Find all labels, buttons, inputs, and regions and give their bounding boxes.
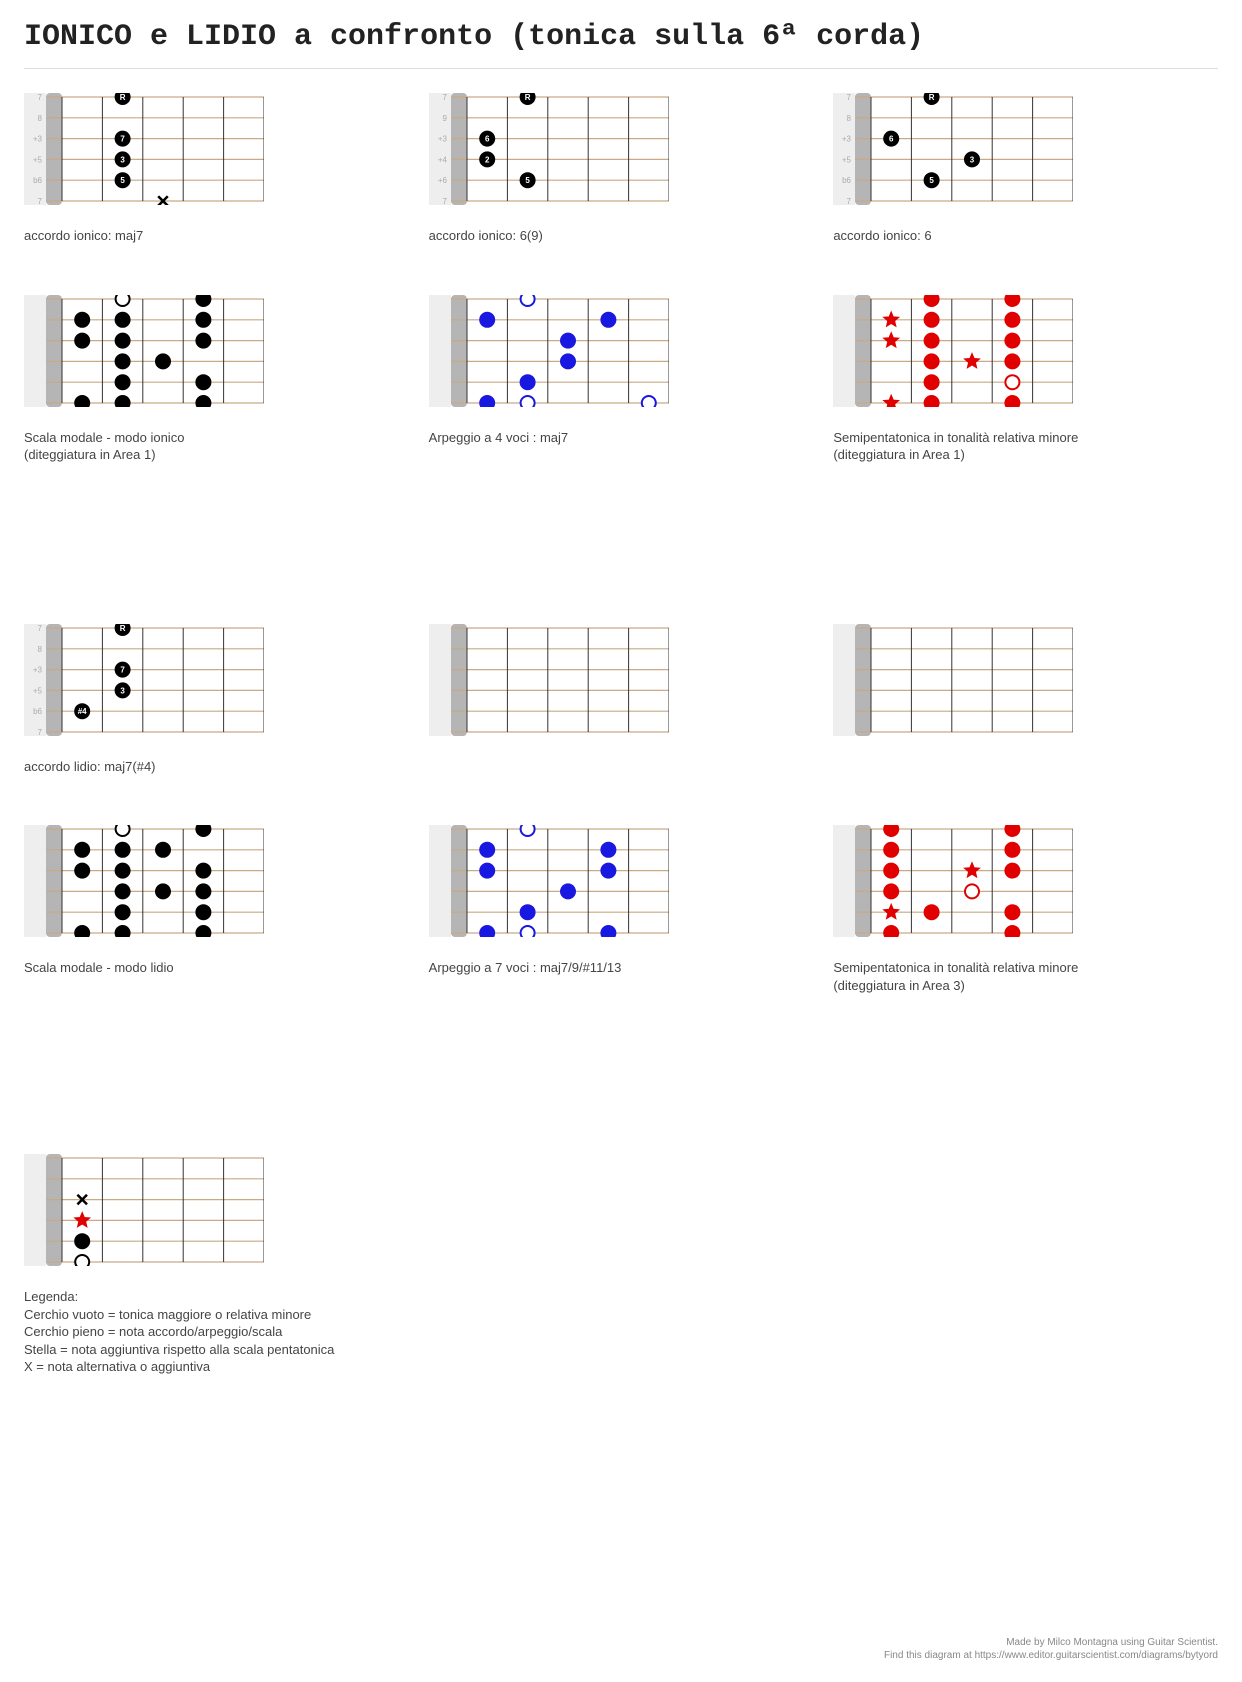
svg-text:+4: +4 [438, 155, 448, 164]
diagram-caption: accordo lidio: maj7(#4) [24, 758, 409, 776]
section-spacer [24, 1044, 1218, 1104]
svg-text:5: 5 [525, 176, 530, 185]
svg-text:+5: +5 [842, 155, 852, 164]
fretboard-d9 [833, 624, 1073, 736]
diagram-cell: Scala modale - modo lidio [24, 825, 409, 994]
fretboard-d7: 7 8 +3 +5 b6 7 R 7 3 #4 [24, 624, 264, 736]
svg-text:#4: #4 [78, 707, 87, 716]
svg-text:b6: b6 [842, 176, 851, 185]
svg-text:R: R [524, 93, 530, 102]
fretboard-d3: 7 8 +3 +5 b6 7 R 6 3 5 [833, 93, 1073, 205]
svg-text:R: R [120, 93, 126, 102]
diagram-cell: Scala modale - modo ionico (diteggiatura… [24, 295, 409, 464]
fretboard-d11 [429, 825, 669, 937]
svg-text:+3: +3 [33, 135, 43, 144]
svg-text:7: 7 [38, 728, 43, 736]
svg-text:+3: +3 [33, 665, 43, 674]
diagram-caption: Legenda: Cerchio vuoto = tonica maggiore… [24, 1288, 409, 1376]
diagram-cell: Semipentatonica in tonalità relativa min… [833, 295, 1218, 464]
diagram-caption: Scala modale - modo lidio [24, 959, 409, 977]
svg-text:5: 5 [120, 176, 125, 185]
diagram-cell: Arpeggio a 4 voci : maj7 [429, 295, 814, 464]
diagram-cell: 7 8 +3 +5 b6 7 R 7 3 5 accordo ionico: maj7 [24, 93, 409, 245]
svg-text:7: 7 [38, 624, 43, 633]
diagram-cell: 7 9 +3 +4 +6 7 R 6 2 5 accordo ionico: 6(9) [429, 93, 814, 245]
svg-text:6: 6 [889, 135, 894, 144]
svg-text:8: 8 [38, 644, 43, 653]
svg-text:6: 6 [485, 135, 490, 144]
svg-text:7: 7 [847, 197, 852, 205]
svg-text:7: 7 [442, 197, 447, 205]
fretboard-d1: 7 8 +3 +5 b6 7 R 7 3 5 [24, 93, 264, 205]
footer-line-2: Find this diagram at https://www.editor.… [24, 1649, 1218, 1662]
svg-text:9: 9 [442, 114, 447, 123]
fretboard-d6 [833, 295, 1073, 407]
diagram-cell: 7 8 +3 +5 b6 7 R 6 3 5 accordo ionico: 6 [833, 93, 1218, 245]
diagram-cell: Arpeggio a 7 voci : maj7/9/#11/13 [429, 825, 814, 994]
svg-text:+3: +3 [842, 135, 852, 144]
footer-line-1: Made by Milco Montagna using Guitar Scie… [24, 1636, 1218, 1649]
diagram-caption: Scala modale - modo ionico (diteggiatura… [24, 429, 409, 464]
svg-text:3: 3 [120, 686, 125, 695]
diagram-caption: Semipentatonica in tonalità relativa min… [833, 959, 1218, 994]
svg-text:5: 5 [930, 176, 935, 185]
diagram-cell [429, 624, 814, 776]
diagram-cell: Legenda: Cerchio vuoto = tonica maggiore… [24, 1154, 409, 1376]
footer: Made by Milco Montagna using Guitar Scie… [24, 1636, 1218, 1662]
fretboard-d10 [24, 825, 264, 937]
svg-text:7: 7 [120, 665, 125, 674]
page-title: IONICO e LIDIO a confronto (tonica sulla… [24, 20, 1218, 54]
svg-text:+6: +6 [438, 176, 448, 185]
svg-text:b6: b6 [33, 707, 42, 716]
svg-text:7: 7 [120, 135, 125, 144]
diagram-cell [833, 624, 1218, 776]
svg-text:7: 7 [38, 93, 43, 102]
svg-text:+5: +5 [33, 155, 43, 164]
diagram-caption: Arpeggio a 7 voci : maj7/9/#11/13 [429, 959, 814, 977]
svg-text:+3: +3 [438, 135, 448, 144]
diagram-caption: Semipentatonica in tonalità relativa min… [833, 429, 1218, 464]
svg-text:R: R [929, 93, 935, 102]
diagram-caption: accordo ionico: 6(9) [429, 227, 814, 245]
diagram-caption: Arpeggio a 4 voci : maj7 [429, 429, 814, 447]
svg-text:7: 7 [442, 93, 447, 102]
fretboard-d12 [833, 825, 1073, 937]
svg-text:7: 7 [38, 197, 43, 205]
svg-text:8: 8 [847, 114, 852, 123]
divider [24, 68, 1218, 69]
svg-text:+5: +5 [33, 686, 43, 695]
svg-text:3: 3 [120, 155, 125, 164]
diagram-cell: 7 8 +3 +5 b6 7 R 7 3 #4 accordo lidio: maj7(#4) [24, 624, 409, 776]
fretboard-d4 [24, 295, 264, 407]
diagram-caption: accordo ionico: maj7 [24, 227, 409, 245]
diagram-caption: accordo ionico: 6 [833, 227, 1218, 245]
svg-text:b6: b6 [33, 176, 42, 185]
diagram-cell: Semipentatonica in tonalità relativa min… [833, 825, 1218, 994]
svg-text:7: 7 [847, 93, 852, 102]
fretboard-d2: 7 9 +3 +4 +6 7 R 6 2 5 [429, 93, 669, 205]
fretboard-d8 [429, 624, 669, 736]
svg-text:8: 8 [38, 114, 43, 123]
diagram-grid: 7 8 +3 +5 b6 7 R 7 3 5 accordo ionico: maj7 7 9 +3 +4 +… [24, 93, 1218, 1376]
fretboard-d5 [429, 295, 669, 407]
svg-text:3: 3 [970, 155, 975, 164]
fretboard-d13 [24, 1154, 264, 1266]
svg-text:2: 2 [485, 155, 490, 164]
svg-text:R: R [120, 624, 126, 633]
section-spacer [24, 514, 1218, 574]
